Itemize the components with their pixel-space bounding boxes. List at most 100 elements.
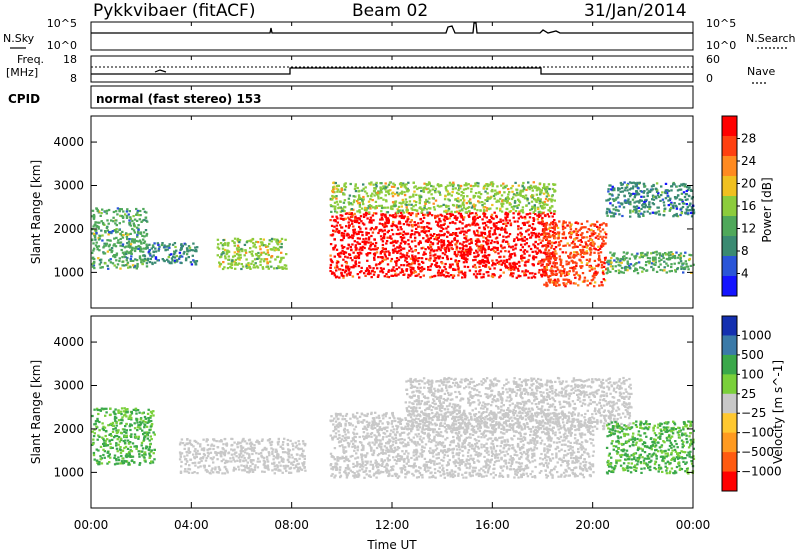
echo-cell: [402, 223, 406, 226]
echo-cell: [481, 255, 485, 258]
echo-cell: [131, 442, 135, 445]
echo-cell: [511, 184, 514, 188]
echo-cell: [523, 239, 526, 242]
echo-cell: [266, 439, 270, 442]
echo-cell: [412, 259, 415, 262]
echo-cell: [144, 216, 147, 219]
echo-cell: [287, 460, 291, 464]
echo-cell: [455, 248, 458, 251]
echo-cell: [95, 241, 98, 244]
echo-cell: [376, 247, 379, 250]
echo-cell: [614, 265, 617, 268]
echo-cell: [526, 197, 529, 200]
echo-cell: [481, 261, 484, 264]
echo-cell: [461, 209, 464, 212]
echo-cell: [417, 266, 420, 269]
echo-cell: [332, 186, 335, 189]
echo-cell: [482, 226, 486, 229]
echo-region: [605, 181, 696, 218]
echo-cell: [511, 275, 514, 278]
echo-cell: [121, 256, 124, 259]
echo-cell: [572, 261, 575, 264]
echo-cell: [561, 228, 565, 231]
echo-cell: [424, 248, 427, 251]
echo-cell: [519, 190, 522, 193]
echo-cell: [222, 250, 225, 254]
echo-cell: [251, 250, 254, 253]
echo-cell: [356, 210, 359, 213]
echo-cell: [357, 253, 361, 257]
echo-cell: [620, 261, 623, 264]
echo-cell: [428, 182, 431, 185]
echo-cell: [565, 282, 568, 285]
echo-cell: [593, 281, 597, 284]
echo-cell: [407, 217, 410, 220]
echo-cell: [407, 262, 411, 265]
echo-cell: [358, 261, 361, 264]
echo-cell: [390, 185, 394, 188]
echo-cell: [467, 183, 470, 186]
echo-cell: [180, 246, 183, 249]
echo-cell: [222, 252, 225, 255]
echo-cell: [154, 257, 158, 260]
echo-cell: [149, 443, 152, 446]
echo-cell: [546, 235, 549, 238]
echo-cell: [269, 248, 272, 251]
echo-cell: [249, 442, 252, 445]
echo-cell: [679, 252, 683, 255]
echo-cell: [684, 193, 688, 196]
echo-cell: [372, 212, 376, 215]
echo-cell: [407, 273, 410, 276]
echo-cell: [461, 203, 465, 206]
echo-cell: [643, 185, 647, 188]
echo-cell: [392, 220, 395, 224]
echo-cell: [232, 255, 235, 258]
echo-cell: [375, 181, 378, 184]
echo-cell: [93, 408, 96, 411]
echo-cell: [507, 193, 510, 196]
echo-cell: [465, 202, 468, 205]
echo-cell: [493, 241, 496, 244]
echo-cell: [140, 441, 144, 444]
echo-cell: [617, 264, 620, 267]
echo-cell: [360, 199, 364, 202]
echo-cell: [437, 221, 440, 224]
echo-cell: [383, 275, 386, 278]
echo-cell: [511, 265, 515, 268]
echo-cell: [537, 211, 541, 214]
echo-cell: [94, 244, 98, 247]
echo-cell: [676, 268, 679, 271]
echo-cell: [135, 247, 138, 250]
echo-cell: [533, 198, 536, 201]
echo-cell: [543, 266, 546, 269]
echo-cell: [497, 200, 501, 203]
echo-cell: [500, 226, 503, 229]
echo-cell: [581, 272, 585, 275]
echo-cell: [611, 265, 614, 268]
echo-cell: [566, 271, 569, 274]
echo-cell: [572, 240, 575, 243]
echo-cell: [476, 254, 480, 258]
echo-cell: [381, 259, 384, 262]
echo-cell: [396, 250, 399, 253]
echo-cell: [93, 215, 96, 218]
echo-cell: [541, 220, 544, 223]
echo-cell: [194, 261, 197, 264]
echo-cell: [340, 233, 344, 236]
echo-cell: [662, 201, 666, 204]
echo-cell: [538, 199, 542, 202]
echo-cell: [631, 187, 635, 190]
echo-cell: [102, 448, 105, 451]
echo-cell: [476, 223, 480, 226]
echo-cell: [490, 239, 494, 242]
echo-cell: [342, 252, 345, 255]
echo-cell: [550, 265, 554, 268]
echo-cell: [249, 267, 252, 270]
echo-cell: [131, 459, 134, 462]
echo-cell: [540, 204, 544, 207]
echo-cell: [438, 266, 442, 269]
echo-cell: [652, 269, 655, 272]
echo-cell: [354, 244, 357, 247]
echo-cell: [173, 242, 177, 245]
echo-cell: [668, 257, 672, 260]
